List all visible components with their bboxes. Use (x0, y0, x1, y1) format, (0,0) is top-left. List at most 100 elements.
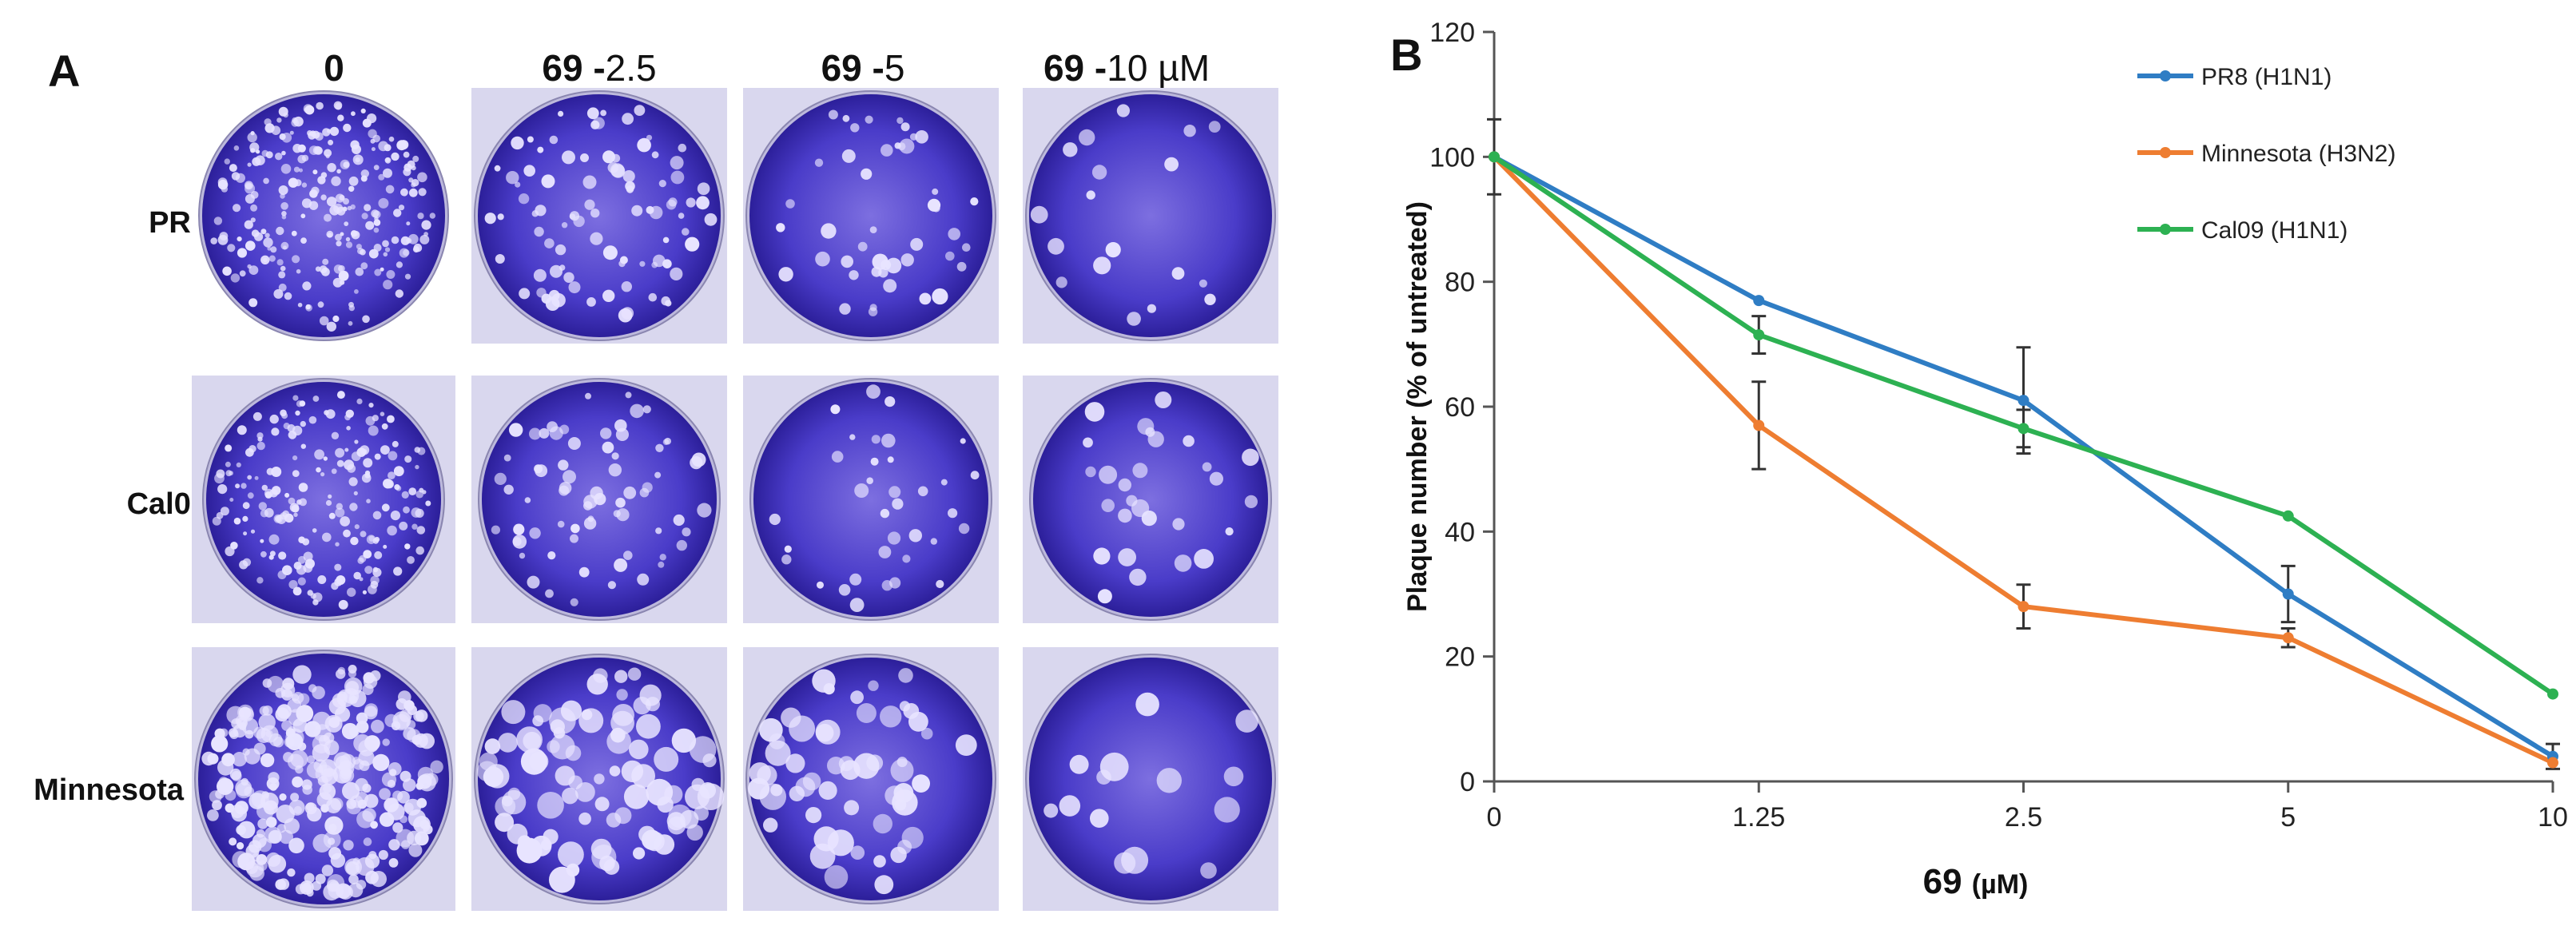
plaque (224, 158, 230, 165)
plaque (316, 467, 321, 473)
plaque (839, 303, 851, 315)
plaque (285, 733, 304, 751)
plaque (277, 878, 290, 890)
plaque (824, 864, 849, 889)
plaque-well-cal09-3 (1023, 376, 1278, 623)
plaque (513, 523, 525, 535)
plaque (302, 785, 312, 795)
plaque (312, 395, 320, 402)
plaque (1183, 125, 1196, 137)
plaque (627, 667, 642, 681)
plaque (270, 246, 277, 253)
y-tick-label: 60 (1445, 392, 1475, 423)
plaque (268, 772, 280, 784)
data-point (2282, 588, 2294, 600)
plaque (327, 163, 336, 173)
plaque (1118, 508, 1132, 523)
plaque (484, 738, 501, 754)
plaque (1105, 242, 1121, 258)
plaque (658, 561, 665, 568)
plaque (289, 503, 300, 512)
plaque (1155, 391, 1172, 408)
plaque (327, 233, 332, 238)
plaque (281, 214, 287, 220)
plaque (324, 213, 332, 222)
plaque (616, 689, 628, 701)
plaque (343, 123, 352, 133)
plaque (399, 521, 408, 531)
plaque (335, 233, 342, 241)
plaque (1085, 466, 1096, 478)
plaque (404, 543, 411, 550)
plaque (646, 134, 653, 141)
plaque (908, 529, 922, 543)
plaque (665, 300, 672, 307)
plaque (265, 817, 277, 828)
plaque (271, 427, 280, 436)
plaque (892, 498, 904, 510)
plaque (345, 241, 353, 248)
plaque (288, 799, 305, 816)
plaque (345, 236, 351, 242)
plaque (1223, 766, 1244, 787)
plaque (400, 815, 407, 824)
plaque (413, 710, 424, 722)
plaque (356, 712, 368, 725)
plaque (317, 301, 324, 308)
plaque (366, 499, 371, 503)
plaque (279, 133, 286, 141)
plaque (305, 304, 311, 310)
plaque (230, 273, 241, 283)
plaque (494, 165, 501, 172)
plaque (1091, 165, 1107, 180)
plaque-well-pr8-3 (1023, 88, 1278, 344)
plaque (945, 251, 955, 261)
plaque (336, 169, 341, 174)
plaque (325, 499, 332, 507)
plaque (373, 165, 380, 170)
dose-label: 2.5 (605, 47, 657, 89)
plaque (260, 255, 270, 264)
plaque (805, 807, 822, 824)
plaque (381, 503, 390, 512)
plaque (334, 563, 342, 571)
plaque (260, 509, 268, 518)
plaque (637, 573, 650, 586)
plaque-well-minnesota-0 (192, 647, 455, 911)
plaque (393, 209, 402, 217)
plaque (1141, 511, 1157, 527)
plaque (398, 205, 405, 211)
plaque (391, 152, 400, 161)
plaque (397, 790, 410, 804)
plaque (562, 787, 578, 805)
plaque (387, 415, 395, 423)
plaque (372, 538, 379, 544)
plaque (909, 133, 918, 141)
plaque (355, 792, 368, 805)
plaque (254, 232, 264, 241)
plaque (400, 188, 408, 197)
plaque (335, 507, 345, 518)
plaque (388, 858, 399, 868)
plaque (1116, 104, 1130, 117)
plaque (292, 470, 300, 477)
plaque (396, 140, 407, 151)
plaque (278, 271, 286, 279)
cell-monolayer (749, 94, 992, 337)
plaque (388, 451, 398, 461)
plaque (324, 816, 344, 835)
plaque (231, 770, 242, 781)
plaque (932, 288, 948, 305)
dose-label: 5 (884, 47, 905, 89)
plaque (293, 166, 300, 173)
plaque (569, 213, 576, 220)
plaque (344, 447, 349, 452)
plaque (615, 427, 629, 441)
plaque (283, 423, 290, 430)
plaque (250, 204, 258, 212)
plaque (1183, 435, 1195, 447)
plaque (408, 843, 423, 857)
plaque (301, 198, 312, 209)
plaque (621, 281, 632, 292)
plaque (529, 527, 541, 539)
